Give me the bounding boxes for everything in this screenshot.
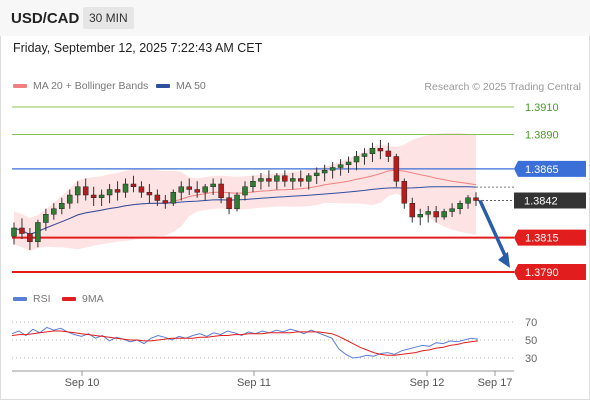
- candle-body: [250, 181, 256, 187]
- candle-body: [98, 194, 105, 198]
- candle-body: [266, 178, 272, 182]
- candle-body: [337, 164, 344, 168]
- candle-body: [361, 153, 368, 157]
- candle-body: [130, 183, 137, 187]
- rsi-ma-line: [11, 330, 479, 356]
- support-tag: [514, 229, 586, 246]
- ma20-swatch: [13, 84, 27, 88]
- x-tick-label: Sep 10: [65, 377, 100, 389]
- ma50-swatch: [156, 84, 170, 88]
- candle-body: [19, 227, 25, 234]
- candle-body: [178, 186, 185, 193]
- candle-body: [425, 211, 431, 215]
- candle-body: [67, 194, 73, 204]
- candle-body: [154, 194, 161, 201]
- candle-body: [298, 178, 304, 182]
- current-price-tag: [514, 192, 586, 209]
- forecast-arrow: [478, 199, 509, 261]
- candle-body: [353, 156, 360, 163]
- forecast-arrowhead: [498, 251, 510, 268]
- candle-body: [202, 186, 208, 193]
- x-tick-label: Sep 11: [237, 377, 271, 389]
- candle-body: [210, 183, 216, 187]
- candle-body: [441, 211, 447, 218]
- candle-body: [218, 183, 224, 198]
- candle-body: [282, 175, 288, 182]
- ma9-swatch: [62, 297, 76, 301]
- rsi-tick-label: 30: [525, 353, 537, 365]
- candle-body: [457, 203, 463, 209]
- candle-body: [82, 186, 89, 196]
- rsi-label: RSI: [33, 293, 51, 305]
- candle-body: [186, 186, 192, 190]
- pivot-label: 1.3865: [525, 164, 559, 176]
- candle-body: [59, 203, 65, 209]
- candle-body: [433, 211, 439, 218]
- candle-body: [329, 167, 336, 171]
- candle-body: [345, 161, 352, 165]
- resistance-label: 1.3890: [525, 130, 559, 142]
- candle-body: [305, 175, 312, 182]
- candle-body: [194, 189, 200, 193]
- rsi-tick-label: 70: [525, 317, 537, 329]
- timestamp: Friday, September 12, 2025 7:22:43 AM CE…: [13, 41, 263, 55]
- candle-body: [11, 227, 17, 237]
- legend-ma20: MA 20 + Bollinger Bands: [13, 80, 148, 92]
- ma9-label: 9MA: [82, 293, 104, 305]
- candle-body: [417, 214, 423, 218]
- candle-body: [258, 178, 264, 182]
- candle-body: [35, 222, 41, 242]
- ma20-label: MA 20 + Bollinger Bands: [33, 80, 149, 92]
- symbol-label: USD/CAD: [11, 10, 80, 27]
- candle-body: [290, 178, 296, 182]
- support-label: 1.3790: [525, 267, 559, 279]
- candle-body: [162, 200, 169, 204]
- resistance-label: 1.3910: [525, 102, 559, 114]
- candle-body: [313, 172, 320, 176]
- legend-ma50: MA 50: [156, 80, 206, 92]
- support-tag: [514, 264, 586, 280]
- candle-body: [90, 194, 97, 198]
- support-label: 1.3815: [525, 233, 559, 245]
- candle-body: [51, 208, 57, 215]
- legend-rsi: RSI: [13, 293, 51, 305]
- legend-9ma: 9MA: [62, 293, 104, 305]
- candle-body: [170, 192, 177, 204]
- candle-body: [138, 186, 145, 193]
- candle-body: [321, 170, 328, 174]
- candle-body: [242, 186, 248, 196]
- candle-body: [369, 148, 376, 154]
- current-price-label: 1.3842: [524, 196, 558, 208]
- candle-body: [377, 148, 384, 152]
- candle-body: [74, 186, 81, 196]
- ma50-label: MA 50: [176, 80, 206, 92]
- rsi-tick-label: 50: [525, 335, 537, 347]
- candle-body: [385, 150, 392, 157]
- candle-body: [473, 197, 479, 201]
- candle-body: [393, 156, 400, 182]
- candle-body: [401, 181, 408, 204]
- candle-body: [465, 197, 471, 204]
- pivot-tag: [514, 160, 586, 177]
- candle-body: [449, 208, 455, 212]
- candle-body: [114, 189, 121, 193]
- candle-body: [27, 233, 33, 242]
- candle-body: [226, 197, 232, 209]
- x-tick-label: Sep 17: [478, 377, 513, 389]
- timeframe-button[interactable]: 30 MIN: [83, 7, 134, 29]
- candle-body: [234, 194, 240, 209]
- credit-text: Research © 2025 Trading Central: [424, 81, 581, 93]
- candle-body: [146, 192, 153, 196]
- candle-body: [122, 183, 129, 193]
- candle-body: [43, 214, 49, 223]
- rsi-swatch: [13, 297, 27, 301]
- candle-body: [409, 203, 416, 218]
- x-tick-label: Sep 12: [410, 377, 445, 389]
- header-bar: USD/CAD 30 MIN: [0, 0, 590, 36]
- candle-body: [106, 189, 113, 196]
- candle-body: [274, 175, 280, 182]
